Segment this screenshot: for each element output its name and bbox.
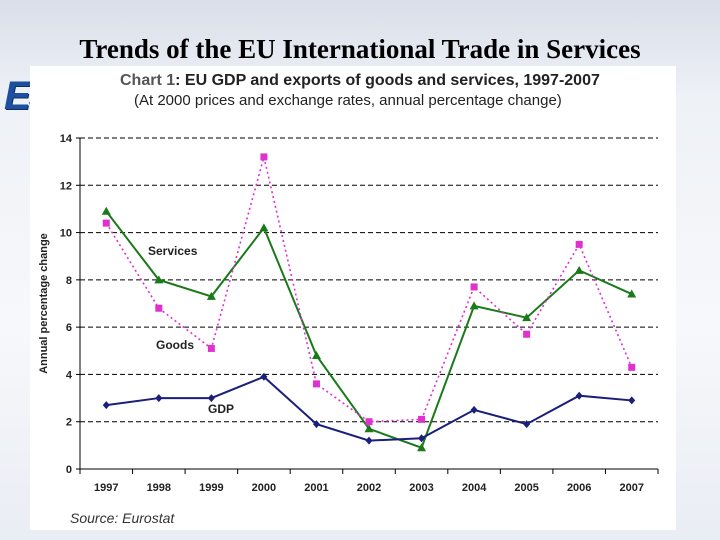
- y-tick-label: 6: [66, 322, 72, 334]
- y-tick-label: 8: [66, 275, 72, 287]
- x-tick-label: 2002: [357, 482, 381, 494]
- gdp-point: [418, 434, 426, 443]
- services-point: [522, 313, 532, 322]
- chart-panel: Chart 1: EU GDP and exports of goods and…: [30, 66, 676, 530]
- goods-point: [365, 418, 373, 426]
- goods-line: [105, 156, 633, 423]
- line-chart: 0 2 4 6 8 10 12 14 1997 1998 1999 2000 2001 2002 2003…: [38, 133, 659, 494]
- services-point: [469, 301, 479, 310]
- x-tick-label: 2003: [409, 482, 433, 494]
- gdp-point: [155, 394, 163, 403]
- services-point: [311, 351, 321, 360]
- chart-title-text: : EU GDP and exports of goods and servic…: [175, 72, 600, 89]
- services-point: [206, 291, 216, 300]
- x-tick-label: 1997: [94, 482, 118, 494]
- goods-point: [155, 304, 163, 312]
- x-tick-labels: 1997 1998 1999 2000 2001 2002 2003 2004 2005 2006…: [94, 482, 644, 494]
- chart-subtitle: (At 2000 prices and exchange rates, annu…: [134, 92, 562, 109]
- goods-point: [523, 330, 531, 338]
- y-tick-label: 14: [60, 133, 73, 145]
- y-tick-label: 0: [66, 464, 72, 476]
- gdp-point: [102, 401, 110, 410]
- goods-point: [312, 380, 320, 388]
- chart-number: Chart 1: [120, 72, 176, 89]
- gdp-point: [365, 436, 373, 445]
- x-tick-label: 2000: [252, 482, 276, 494]
- x-tick-label: 2001: [304, 482, 328, 494]
- slide-title: Trends of the EU International Trade in …: [79, 34, 641, 64]
- gdp-point: [312, 420, 320, 429]
- goods-point: [102, 219, 110, 227]
- x-tick-label: 2006: [567, 482, 591, 494]
- y-tick-label: 2: [66, 417, 72, 429]
- gdp-point: [575, 391, 583, 400]
- chart-title: Chart 1: EU GDP and exports of goods and…: [120, 72, 600, 90]
- source-note: Source: Eurostat: [70, 510, 175, 526]
- gridlines: [80, 137, 658, 423]
- gdp-point: [207, 394, 215, 403]
- x-tick-label: 2005: [514, 482, 538, 494]
- axes: [76, 137, 659, 474]
- series-group: [101, 153, 637, 452]
- gdp-point: [523, 420, 531, 429]
- services-point: [574, 265, 584, 274]
- services-point: [627, 289, 637, 298]
- gdp-point: [260, 372, 268, 381]
- x-tick-label: 2007: [619, 482, 643, 494]
- goods-point: [575, 240, 583, 248]
- services-point: [154, 275, 164, 284]
- y-tick-labels: 0 2 4 6 8 10 12 14: [60, 133, 73, 476]
- goods-point: [207, 344, 215, 352]
- y-tick-label: 4: [66, 369, 73, 381]
- services-point: [259, 223, 269, 232]
- services-series-label: Services: [148, 244, 198, 258]
- goods-series-label: Goods: [156, 338, 194, 352]
- gdp-point: [470, 405, 478, 414]
- services-point: [101, 206, 111, 215]
- goods-point: [628, 363, 636, 371]
- x-tick-label: 2004: [462, 482, 487, 494]
- y-tick-label: 12: [60, 180, 72, 192]
- services-point: [417, 443, 427, 452]
- gdp-series-label: GDP: [208, 402, 234, 416]
- y-tick-label: 10: [60, 228, 72, 240]
- x-tick-label: 1998: [147, 482, 171, 494]
- gdp-point: [628, 396, 636, 405]
- goods-point: [470, 283, 478, 291]
- x-tick-label: 1999: [199, 482, 223, 494]
- goods-point: [418, 415, 426, 423]
- services-point: [364, 424, 374, 433]
- y-axis-label: Annual percentage change: [38, 233, 50, 374]
- goods-point: [260, 153, 268, 161]
